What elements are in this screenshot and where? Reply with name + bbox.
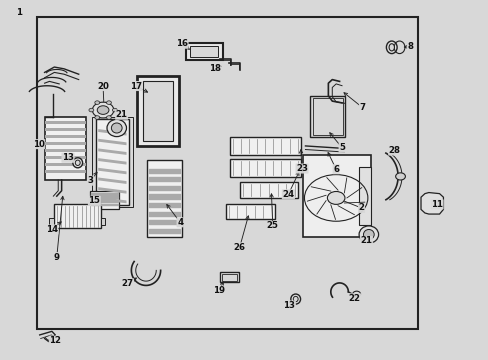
Text: 3: 3 (88, 176, 94, 185)
Text: 11: 11 (430, 200, 442, 209)
Circle shape (395, 173, 405, 180)
Ellipse shape (111, 123, 122, 133)
Polygon shape (98, 148, 126, 155)
Bar (44, 117, 86, 180)
Ellipse shape (73, 158, 82, 168)
Polygon shape (98, 158, 126, 165)
Bar (54, 204, 101, 228)
Text: 17: 17 (130, 82, 142, 91)
Bar (229, 137, 300, 155)
Bar (90, 191, 119, 209)
Circle shape (92, 102, 114, 118)
Text: 12: 12 (49, 336, 61, 345)
Bar (229, 159, 300, 177)
Text: 26: 26 (233, 243, 245, 252)
Ellipse shape (388, 44, 394, 51)
Polygon shape (98, 187, 126, 194)
Ellipse shape (75, 160, 80, 166)
Bar (92, 117, 133, 207)
Text: 9: 9 (54, 253, 60, 262)
Text: 2: 2 (358, 203, 364, 212)
Text: 13: 13 (62, 153, 74, 162)
Text: 18: 18 (209, 64, 221, 73)
Text: 6: 6 (332, 165, 339, 174)
Ellipse shape (293, 296, 298, 302)
Bar (310, 96, 345, 137)
Text: 13: 13 (283, 301, 295, 310)
Text: 28: 28 (388, 146, 400, 155)
Circle shape (106, 101, 111, 104)
Circle shape (327, 192, 344, 204)
Text: 19: 19 (213, 286, 224, 295)
Bar (37, 17, 417, 329)
Bar (312, 98, 342, 135)
Text: 14: 14 (46, 225, 58, 234)
Text: 27: 27 (121, 279, 133, 288)
Bar (222, 274, 236, 281)
Bar (143, 81, 172, 140)
Bar (96, 119, 129, 205)
Polygon shape (98, 129, 126, 135)
Bar (147, 160, 182, 237)
Circle shape (89, 108, 94, 112)
Text: 16: 16 (176, 39, 188, 48)
Ellipse shape (386, 41, 396, 54)
Ellipse shape (363, 229, 373, 239)
Bar (225, 204, 274, 220)
Bar (190, 46, 218, 57)
Polygon shape (98, 197, 126, 203)
Circle shape (95, 116, 100, 119)
Bar (137, 76, 178, 146)
Text: 23: 23 (295, 164, 307, 173)
Circle shape (112, 108, 117, 112)
Ellipse shape (107, 120, 126, 136)
Text: 7: 7 (359, 103, 365, 112)
Bar (101, 219, 104, 225)
Circle shape (97, 106, 109, 114)
Bar (358, 167, 370, 225)
Text: 1: 1 (16, 8, 22, 17)
Circle shape (95, 101, 100, 104)
Polygon shape (98, 168, 126, 174)
Text: 5: 5 (338, 143, 344, 152)
Text: 15: 15 (88, 196, 100, 205)
Text: 24: 24 (282, 190, 294, 199)
Text: 25: 25 (266, 221, 278, 230)
Polygon shape (420, 193, 443, 214)
Ellipse shape (290, 294, 300, 304)
Text: 21: 21 (360, 237, 372, 246)
Text: 21: 21 (115, 110, 127, 119)
Bar (49, 219, 54, 225)
Ellipse shape (358, 226, 378, 243)
Text: 4: 4 (177, 218, 183, 227)
Text: 8: 8 (407, 42, 412, 51)
Polygon shape (98, 139, 126, 145)
Bar (303, 155, 370, 237)
Text: 20: 20 (97, 82, 109, 91)
Text: 22: 22 (348, 294, 360, 303)
Polygon shape (98, 177, 126, 184)
Bar (185, 42, 222, 60)
Circle shape (106, 116, 111, 119)
Bar (239, 182, 298, 198)
Text: 10: 10 (33, 140, 44, 149)
Bar (220, 272, 238, 282)
